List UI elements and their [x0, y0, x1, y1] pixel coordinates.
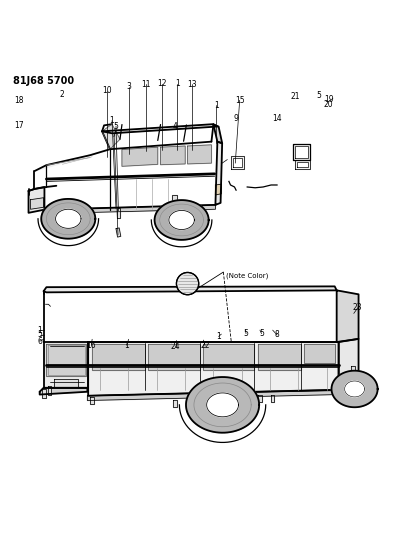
- Polygon shape: [54, 378, 78, 386]
- Text: 8: 8: [275, 330, 279, 340]
- Text: 23: 23: [353, 303, 363, 312]
- Text: 81J68 5700: 81J68 5700: [13, 76, 74, 86]
- Polygon shape: [44, 205, 215, 214]
- Text: 22: 22: [200, 341, 210, 350]
- Polygon shape: [295, 146, 308, 158]
- Polygon shape: [28, 187, 44, 213]
- Polygon shape: [258, 394, 261, 402]
- Polygon shape: [173, 400, 177, 407]
- Polygon shape: [148, 344, 200, 370]
- Polygon shape: [43, 286, 337, 292]
- Text: 21: 21: [291, 92, 300, 101]
- Text: 6: 6: [37, 337, 42, 346]
- Text: 18: 18: [14, 96, 23, 105]
- Polygon shape: [213, 125, 222, 143]
- Polygon shape: [160, 146, 185, 165]
- Polygon shape: [41, 199, 95, 239]
- Polygon shape: [233, 158, 243, 167]
- Text: 5: 5: [37, 330, 42, 340]
- Text: 5: 5: [114, 122, 119, 131]
- Polygon shape: [117, 208, 120, 218]
- Polygon shape: [293, 144, 310, 160]
- Polygon shape: [296, 162, 308, 167]
- Polygon shape: [40, 388, 87, 394]
- Polygon shape: [186, 377, 259, 433]
- Polygon shape: [188, 145, 211, 164]
- Polygon shape: [215, 142, 222, 205]
- Text: 24: 24: [171, 342, 180, 351]
- Polygon shape: [41, 389, 45, 398]
- Text: 19: 19: [324, 95, 334, 104]
- Polygon shape: [46, 344, 86, 376]
- Text: 1: 1: [214, 101, 219, 110]
- Text: 20: 20: [324, 100, 334, 109]
- Text: 10: 10: [103, 86, 112, 95]
- Polygon shape: [207, 393, 239, 417]
- Text: 17: 17: [14, 121, 24, 130]
- Polygon shape: [90, 397, 94, 403]
- Text: (Note Color): (Note Color): [226, 273, 269, 279]
- Text: 7: 7: [112, 130, 117, 139]
- Polygon shape: [337, 290, 359, 342]
- Text: 5: 5: [316, 91, 321, 100]
- Polygon shape: [88, 342, 339, 395]
- Polygon shape: [102, 124, 120, 149]
- Text: 3: 3: [126, 82, 131, 91]
- Text: 1: 1: [216, 332, 221, 341]
- Text: 12: 12: [157, 79, 167, 88]
- Polygon shape: [169, 211, 194, 230]
- Text: 5: 5: [243, 329, 249, 338]
- Polygon shape: [295, 160, 310, 169]
- Polygon shape: [203, 344, 255, 370]
- Text: 13: 13: [187, 80, 196, 89]
- Text: 4: 4: [172, 122, 177, 131]
- Polygon shape: [345, 381, 365, 397]
- Text: 9: 9: [234, 114, 239, 123]
- Circle shape: [176, 272, 199, 295]
- Polygon shape: [87, 391, 339, 400]
- Polygon shape: [271, 394, 274, 402]
- Polygon shape: [154, 200, 209, 240]
- Text: 1: 1: [124, 341, 129, 350]
- Polygon shape: [55, 209, 81, 228]
- Polygon shape: [102, 124, 217, 133]
- Polygon shape: [231, 156, 244, 169]
- Polygon shape: [30, 198, 43, 209]
- Polygon shape: [47, 386, 51, 394]
- Text: 1: 1: [110, 116, 115, 125]
- Polygon shape: [47, 345, 85, 375]
- Polygon shape: [332, 370, 377, 407]
- Text: 16: 16: [87, 341, 96, 350]
- Polygon shape: [215, 184, 221, 195]
- Polygon shape: [116, 228, 121, 237]
- Polygon shape: [352, 366, 356, 376]
- Text: 2: 2: [60, 90, 65, 99]
- Polygon shape: [244, 395, 247, 403]
- Polygon shape: [199, 393, 205, 402]
- Polygon shape: [92, 344, 144, 370]
- Polygon shape: [43, 342, 88, 388]
- Polygon shape: [172, 195, 177, 204]
- Text: 11: 11: [141, 80, 150, 89]
- Polygon shape: [257, 344, 301, 370]
- Text: 1: 1: [175, 79, 180, 88]
- Polygon shape: [122, 147, 158, 166]
- Polygon shape: [34, 149, 110, 171]
- Polygon shape: [339, 339, 359, 388]
- Text: 1: 1: [37, 326, 42, 335]
- Text: 15: 15: [235, 96, 245, 105]
- Text: 14: 14: [272, 114, 282, 123]
- Text: 5: 5: [259, 329, 264, 338]
- Polygon shape: [304, 344, 336, 363]
